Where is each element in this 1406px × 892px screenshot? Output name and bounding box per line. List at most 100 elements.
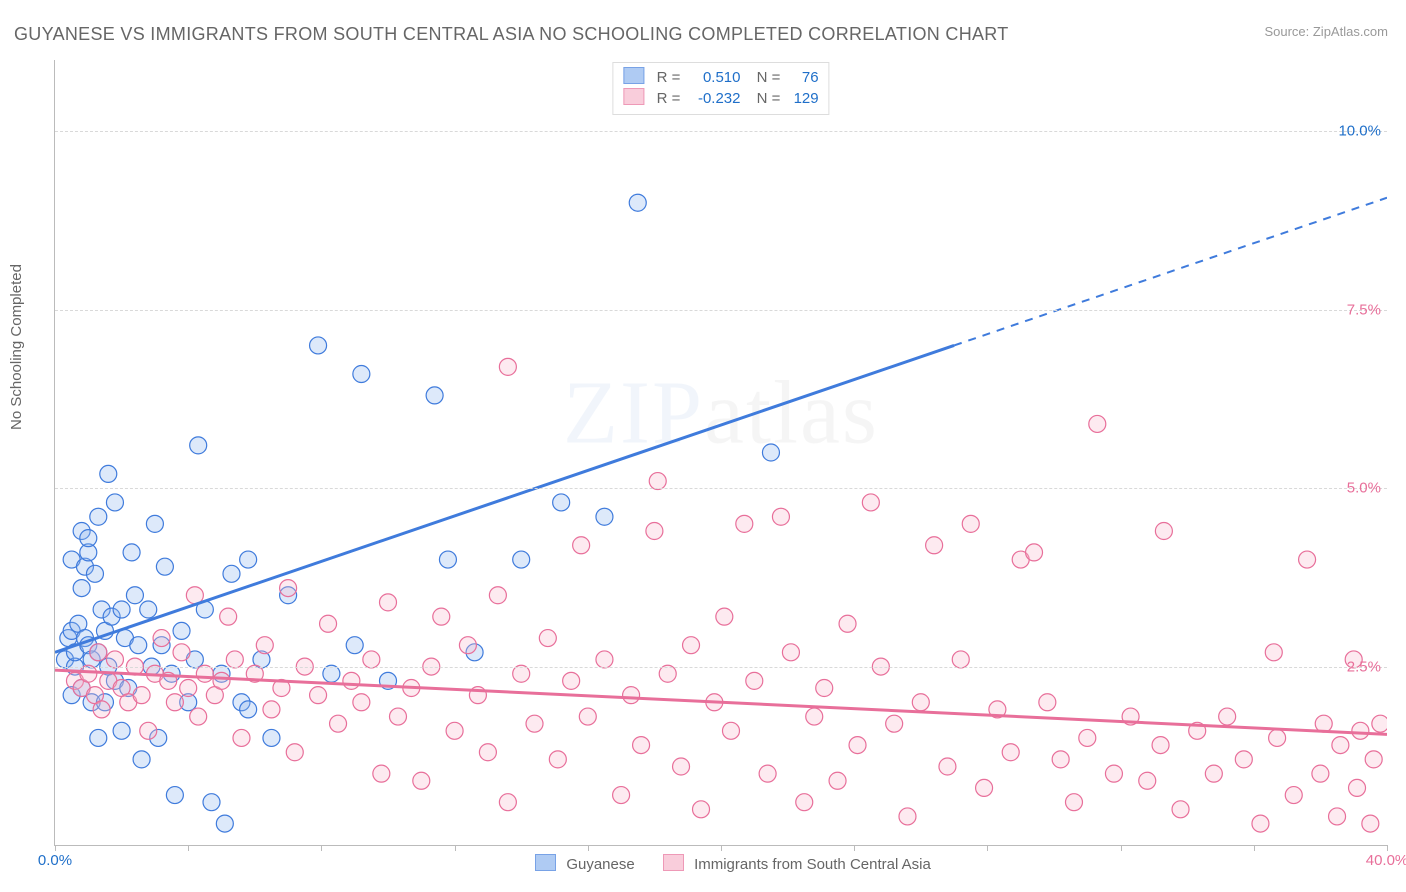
scatter-point [1002,744,1019,761]
legend-label-1: Guyanese [566,856,634,873]
scatter-point [849,737,866,754]
scatter-point [180,680,197,697]
scatter-point [782,644,799,661]
scatter-point [240,551,257,568]
scatter-point [190,437,207,454]
scatter-point [659,665,676,682]
scatter-point [439,551,456,568]
scatter-point [762,444,779,461]
source-link[interactable]: ZipAtlas.com [1313,24,1388,39]
scatter-point [489,587,506,604]
scatter-point [226,651,243,668]
legend-r-label: R = [657,89,681,109]
legend-r-value-1: 0.510 [685,68,741,88]
scatter-point [113,722,130,739]
plot-area: ZIPatlas R = 0.510 N = 76 R = -0.232 N =… [54,60,1387,846]
scatter-point [596,508,613,525]
scatter-point [1155,523,1172,540]
scatter-point [123,544,140,561]
gridline-h [55,667,1387,668]
legend-r-value-2: -0.232 [685,89,741,109]
scatter-point [256,637,273,654]
scatter-svg [55,60,1387,845]
scatter-point [596,651,613,668]
scatter-point [633,737,650,754]
scatter-point [389,708,406,725]
scatter-point [196,665,213,682]
x-tick [1254,845,1255,851]
scatter-point [310,337,327,354]
scatter-point [173,644,190,661]
scatter-point [499,358,516,375]
scatter-point [446,722,463,739]
scatter-point [839,615,856,632]
scatter-point [133,751,150,768]
x-tick [455,845,456,851]
scatter-point [563,672,580,689]
scatter-point [1172,801,1189,818]
y-axis-label: No Schooling Completed [8,264,25,430]
scatter-point [1026,544,1043,561]
scatter-point [166,787,183,804]
scatter-point [343,672,360,689]
scatter-point [353,694,370,711]
scatter-point [90,644,107,661]
scatter-point [683,637,700,654]
scatter-point [673,758,690,775]
scatter-point [166,694,183,711]
legend-n-label: N = [757,68,781,88]
scatter-point [263,729,280,746]
scatter-point [939,758,956,775]
scatter-point [1362,815,1379,832]
scatter-point [1252,815,1269,832]
scatter-point [1219,708,1236,725]
scatter-point [146,515,163,532]
scatter-point [513,551,530,568]
y-tick-label: 5.0% [1347,480,1381,497]
scatter-point [459,637,476,654]
scatter-point [899,808,916,825]
scatter-point [499,794,516,811]
scatter-point [320,615,337,632]
scatter-point [100,465,117,482]
source-prefix: Source: [1264,24,1312,39]
x-tick [588,845,589,851]
source-attribution: Source: ZipAtlas.com [1264,24,1388,39]
scatter-point [1065,794,1082,811]
scatter-point [526,715,543,732]
legend-stats-row-2: R = -0.232 N = 129 [623,88,818,109]
scatter-point [1365,751,1382,768]
legend-n-value-2: 129 [785,89,819,109]
scatter-point [203,794,220,811]
scatter-point [829,772,846,789]
scatter-point [310,687,327,704]
legend-label-2: Immigrants from South Central Asia [694,856,931,873]
scatter-point [330,715,347,732]
scatter-point [156,558,173,575]
x-tick [987,845,988,851]
scatter-point [623,687,640,704]
x-tick-label: 40.0% [1366,852,1406,869]
scatter-point [73,580,90,597]
x-tick [721,845,722,851]
legend-r-label: R = [657,68,681,88]
scatter-point [759,765,776,782]
scatter-point [363,651,380,668]
scatter-point [806,708,823,725]
scatter-point [286,744,303,761]
x-tick [188,845,189,851]
scatter-point [140,601,157,618]
legend-swatch-1 [535,854,556,871]
scatter-point [1312,765,1329,782]
scatter-point [1285,787,1302,804]
legend-swatch-2 [663,854,684,871]
scatter-point [716,608,733,625]
legend-swatch-series-2 [623,88,644,105]
scatter-point [90,508,107,525]
x-tick-label: 0.0% [38,852,72,869]
scatter-point [553,494,570,511]
scatter-point [962,515,979,532]
scatter-point [573,537,590,554]
scatter-point [1329,808,1346,825]
scatter-point [1372,715,1387,732]
